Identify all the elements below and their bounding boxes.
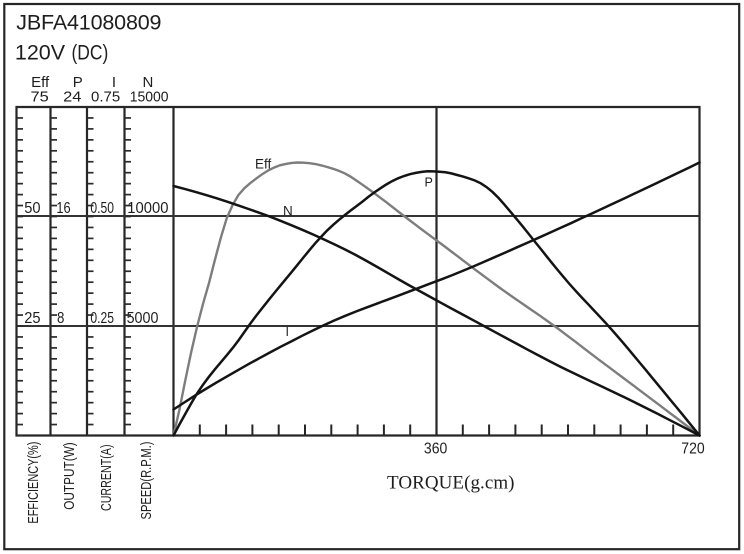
svg-text:24: 24 (63, 89, 81, 106)
svg-text:EFFICIENCY(%): EFFICIENCY(%) (26, 442, 42, 524)
svg-text:0.25: 0.25 (90, 310, 114, 327)
svg-text:I: I (286, 325, 289, 339)
svg-text:I: I (112, 74, 116, 91)
svg-text:25: 25 (24, 310, 40, 327)
svg-text:360: 360 (424, 441, 447, 458)
svg-text:5000: 5000 (127, 310, 159, 327)
svg-text:Eff: Eff (255, 157, 272, 172)
svg-text:15000: 15000 (130, 89, 169, 106)
svg-text:SPEED(R.P.M.): SPEED(R.P.M.) (139, 442, 155, 520)
svg-text:N: N (283, 203, 293, 218)
svg-text:16: 16 (56, 200, 70, 217)
svg-text:0.75: 0.75 (91, 89, 120, 106)
svg-text:0.50: 0.50 (90, 200, 114, 217)
svg-text:50: 50 (24, 200, 40, 217)
svg-text:P: P (425, 176, 433, 190)
svg-text:JBFA41080809: JBFA41080809 (16, 10, 161, 34)
svg-text:720: 720 (681, 441, 704, 458)
svg-text:75: 75 (31, 89, 49, 106)
svg-text:Eff: Eff (31, 74, 50, 91)
svg-text:8: 8 (57, 310, 64, 327)
svg-text:120V: 120V (15, 41, 66, 65)
svg-text:10000: 10000 (127, 200, 168, 217)
svg-text:OUTPUT(W): OUTPUT(W) (62, 442, 78, 510)
svg-text:TORQUE(g.cm): TORQUE(g.cm) (387, 473, 515, 494)
svg-text:N: N (142, 74, 153, 91)
svg-text:CURRENT(A): CURRENT(A) (99, 445, 115, 512)
svg-text:P: P (73, 74, 83, 91)
svg-text:(DC): (DC) (72, 41, 109, 65)
